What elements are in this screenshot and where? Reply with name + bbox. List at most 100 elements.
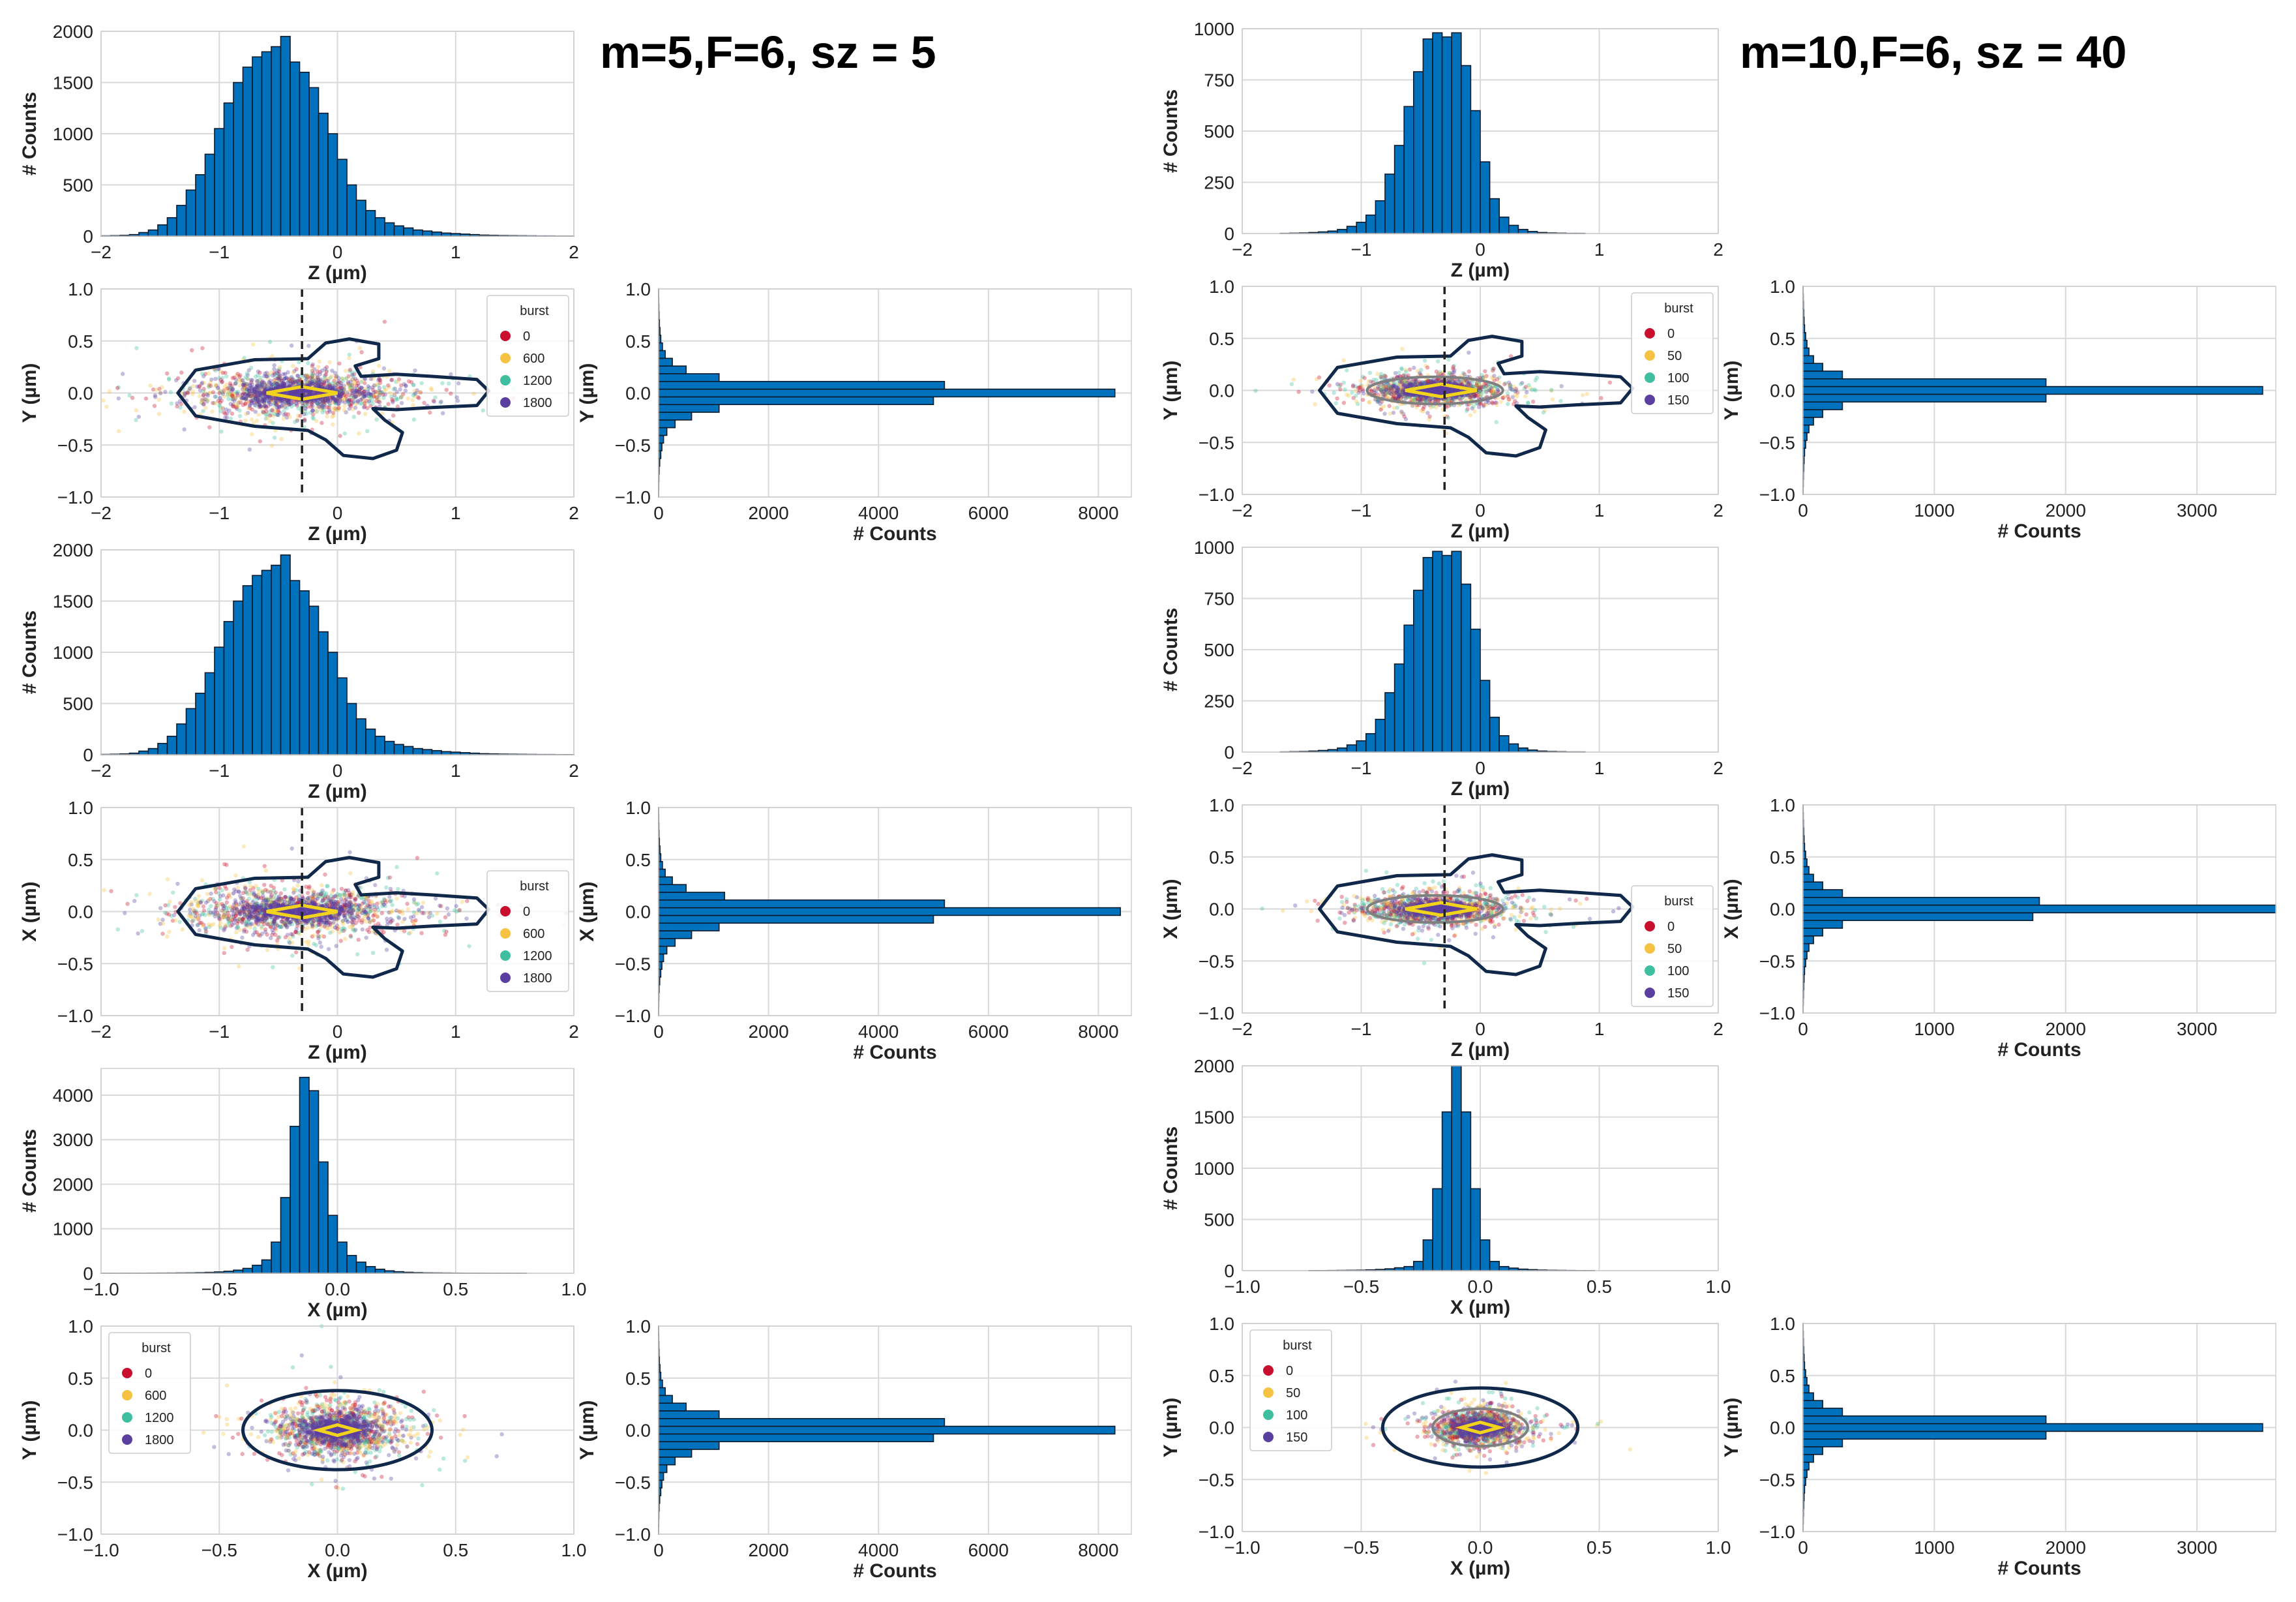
scatter-point: [381, 392, 385, 397]
scatter-point: [183, 392, 188, 397]
scatter-point: [317, 359, 322, 364]
scatter-point: [428, 1449, 433, 1455]
scatter-point: [283, 923, 288, 928]
scatter-point: [283, 935, 288, 940]
scatter-point: [305, 896, 310, 901]
scatter-point: [254, 393, 259, 399]
scatter-point: [236, 902, 241, 907]
scatter-point: [281, 902, 286, 907]
histogram-bar: [658, 380, 946, 390]
x-tick-label: 0: [653, 503, 664, 523]
scatter-point: [447, 381, 451, 386]
scatter-point: [279, 436, 284, 442]
scatter-point: [116, 429, 121, 434]
scatter-point: [409, 380, 414, 385]
scatter-point: [256, 889, 261, 894]
scatter-point: [269, 883, 273, 888]
scatter-point: [348, 871, 353, 875]
legend-marker: [500, 353, 511, 363]
histogram-bar: [290, 61, 301, 237]
scatter-point: [438, 903, 442, 908]
scatter-point: [348, 850, 352, 854]
scatter-point: [415, 901, 421, 906]
scatter-point: [208, 910, 213, 915]
scatter-point: [180, 927, 185, 932]
scatter-point: [402, 929, 407, 933]
scatter-point: [426, 914, 432, 920]
histogram-bar: [157, 742, 168, 755]
scatter-point: [330, 369, 335, 373]
scatter-point: [303, 417, 307, 422]
scatter-point: [238, 373, 243, 378]
scatter-point: [200, 346, 205, 350]
histogram-bar: [214, 128, 225, 237]
scatter-point: [363, 412, 368, 416]
scatter-point: [173, 378, 179, 383]
scatter-point: [344, 394, 348, 399]
scatter-point: [276, 405, 282, 410]
scatter-point: [250, 342, 256, 347]
scatter-point: [376, 363, 381, 369]
scatter-point: [158, 391, 163, 396]
scatter-point: [209, 377, 214, 382]
scatter-point: [228, 387, 232, 391]
scatter-point: [201, 908, 207, 913]
scatter-point: [132, 899, 137, 903]
scatter-point: [419, 905, 425, 909]
scatter-point: [283, 894, 288, 899]
scatter-point: [377, 376, 381, 381]
scatter-point: [175, 376, 181, 381]
x-tick-label: 2000: [748, 1021, 788, 1042]
scatter-point: [308, 390, 314, 395]
scatter-point: [288, 896, 293, 901]
scatter-point: [333, 899, 338, 904]
scatter-point: [244, 412, 248, 416]
histogram-bar: [658, 342, 663, 352]
scatter-point: [406, 396, 410, 401]
histogram-bar: [658, 892, 725, 901]
scatter-point: [230, 908, 235, 913]
scatter-point: [207, 425, 212, 430]
scatter-point: [455, 399, 460, 403]
scatter-point: [403, 388, 408, 393]
histogram-bar: [336, 159, 348, 237]
scatter-point: [457, 907, 462, 913]
scatter-point: [438, 1418, 443, 1423]
y-tick-label: 0: [83, 745, 93, 765]
y-tick-label: 1.0: [625, 279, 651, 299]
scatter-point: [396, 886, 400, 892]
scatter-point: [198, 900, 203, 905]
scatter-point: [282, 404, 288, 410]
histogram-bar: [280, 36, 291, 237]
scatter-point: [416, 1436, 421, 1441]
scatter-point: [348, 933, 353, 938]
scatter-point: [351, 927, 355, 932]
scatter-point: [322, 924, 327, 929]
scatter-point: [387, 875, 393, 880]
scatter-point: [275, 923, 280, 928]
scatter-point: [276, 894, 281, 899]
scatter-point: [367, 909, 372, 914]
scatter-point: [121, 372, 125, 376]
scatter-point: [147, 892, 152, 896]
scatter-point: [284, 400, 288, 405]
scatter-point: [209, 891, 213, 896]
scatter-point: [225, 386, 230, 391]
scatter-point: [381, 1389, 386, 1395]
scatter-point: [437, 1467, 442, 1472]
scatter-point: [182, 409, 186, 414]
scatter-point: [401, 392, 406, 397]
scatter-point: [326, 946, 331, 952]
scatter-point: [310, 408, 315, 414]
scatter-point: [260, 379, 265, 384]
scatter-point: [402, 916, 407, 921]
scatter-point: [362, 389, 367, 394]
scatter-point: [143, 396, 149, 401]
scatter-point: [311, 933, 316, 938]
scatter-point: [207, 922, 211, 927]
scatter-point: [235, 403, 240, 408]
scatter-point: [370, 393, 375, 399]
